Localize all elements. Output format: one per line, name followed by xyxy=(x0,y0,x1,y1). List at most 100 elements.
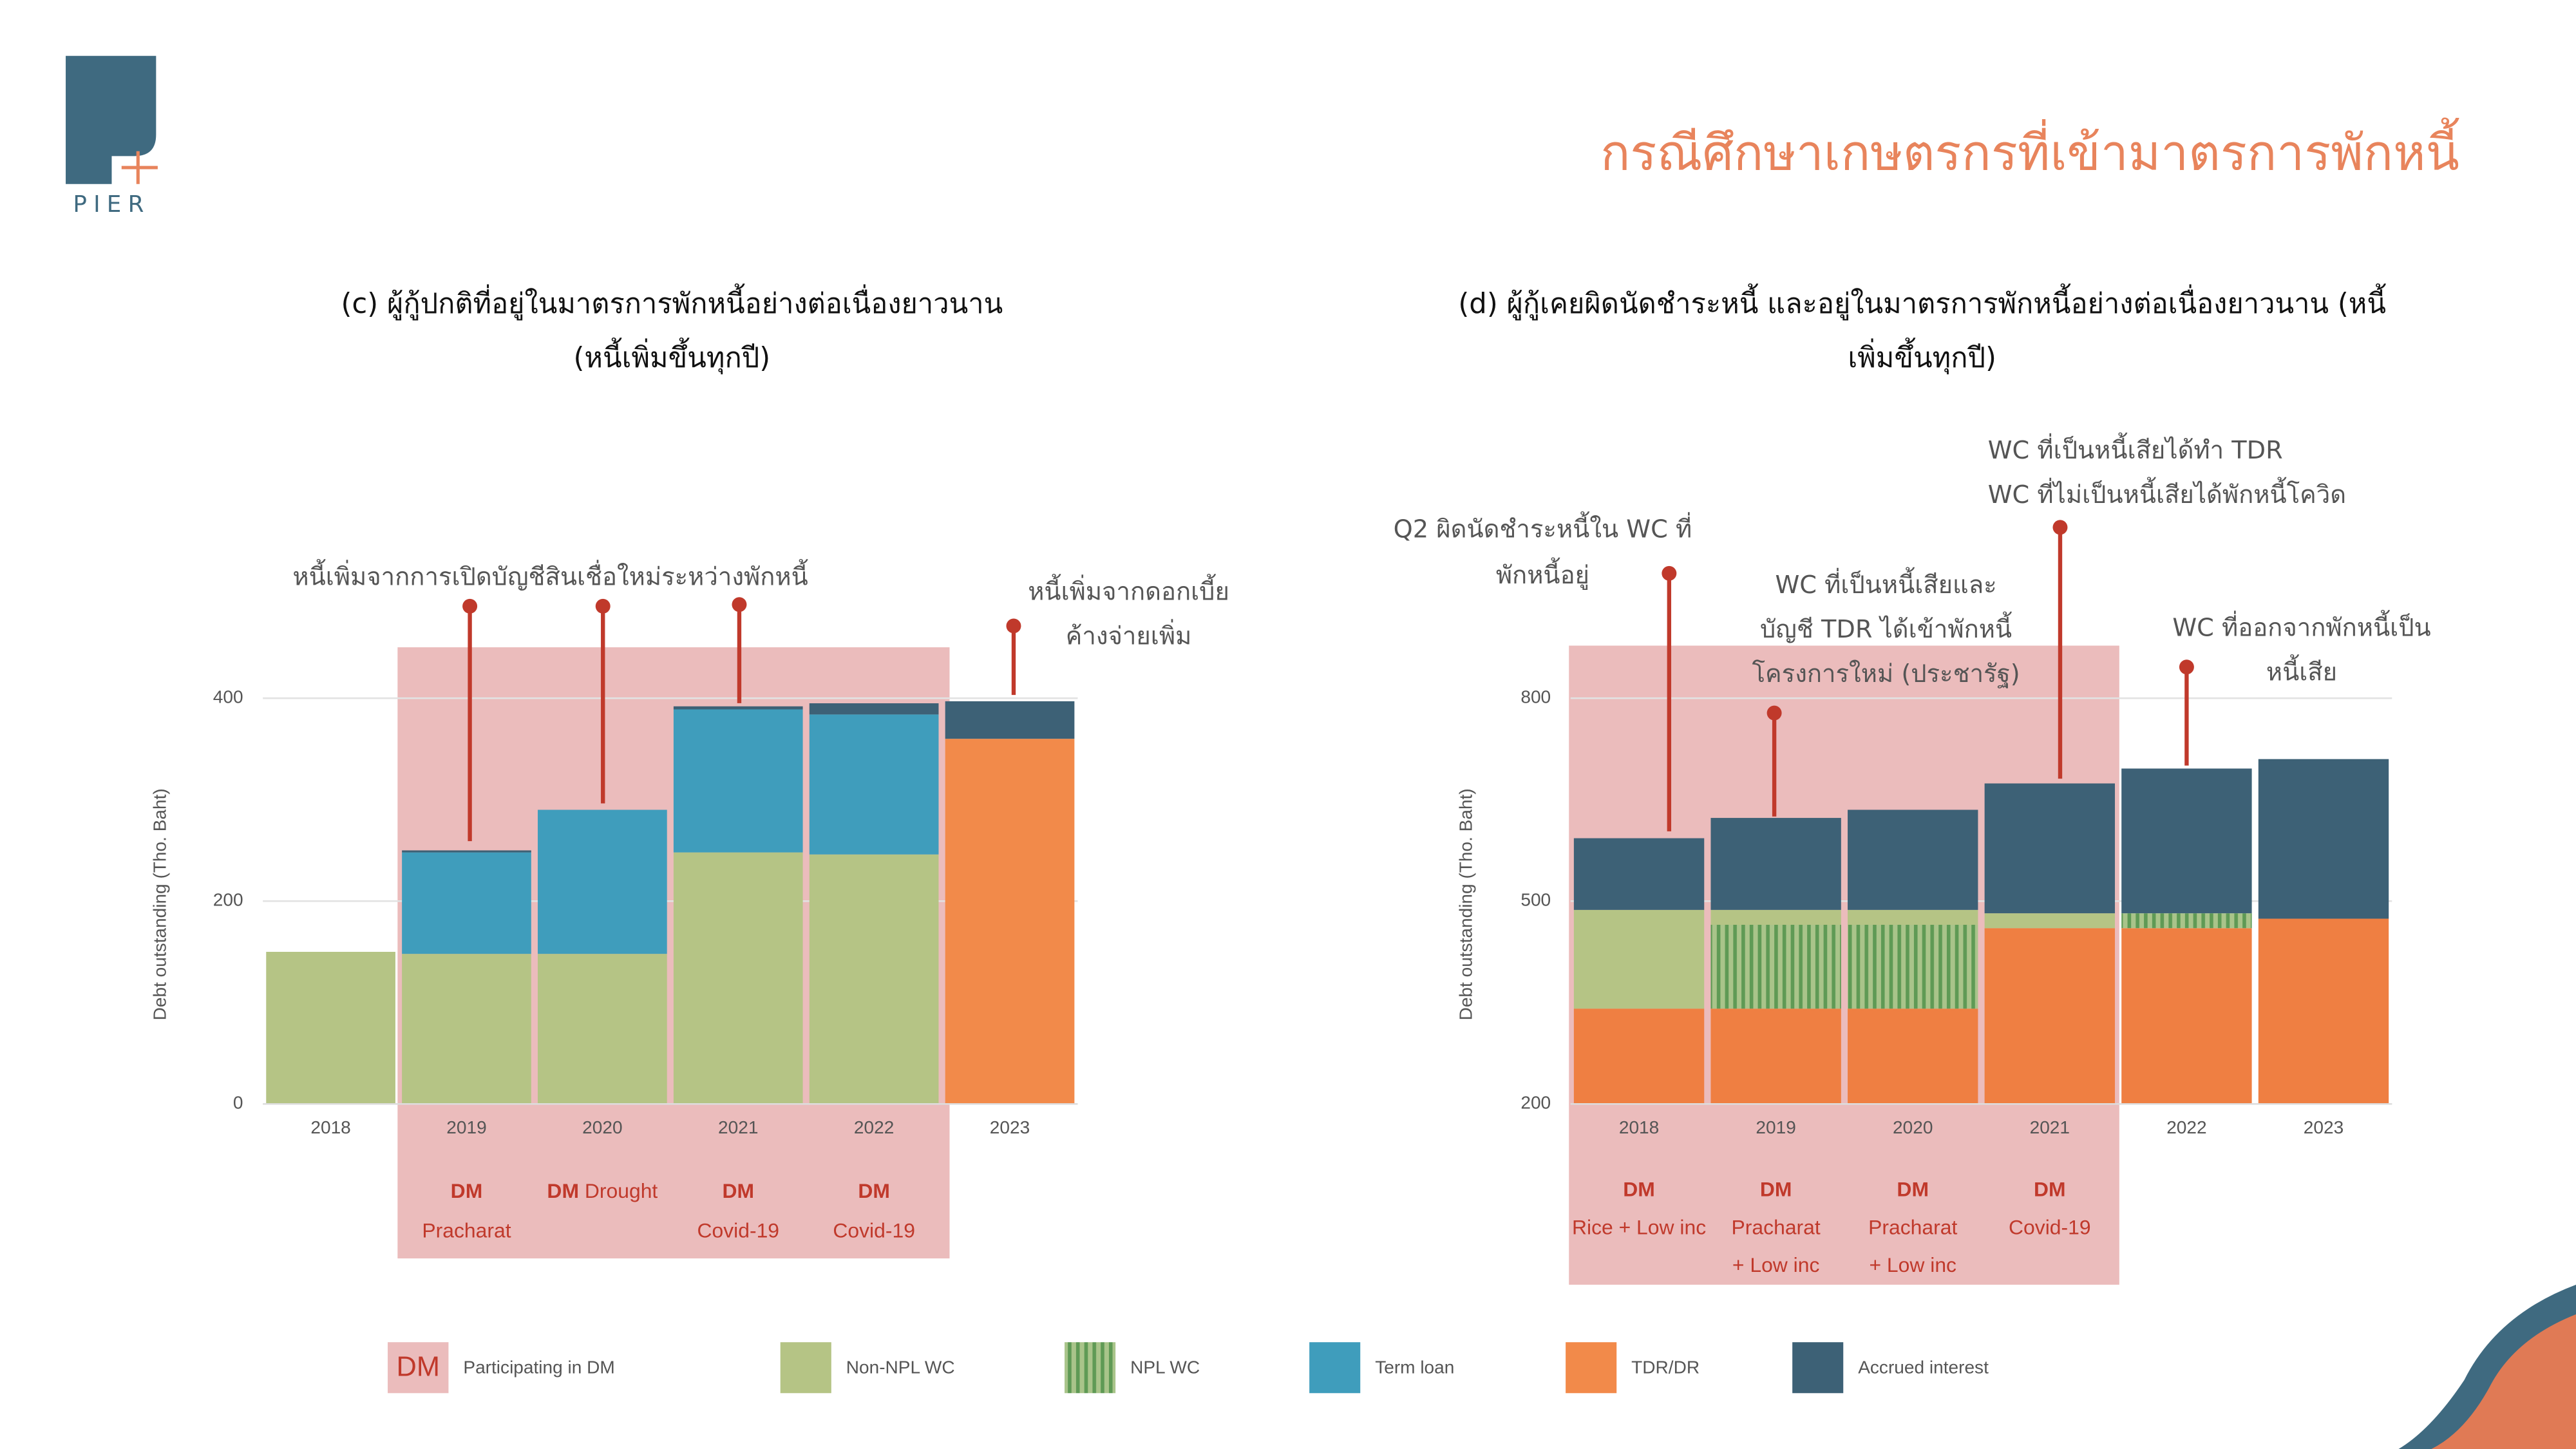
program-label: DM xyxy=(451,1179,483,1202)
bar-segment xyxy=(1848,810,1978,910)
bar-segment xyxy=(1848,909,1978,925)
program-tag: DM xyxy=(547,1179,579,1202)
program-name: Pracharat xyxy=(1732,1216,1821,1239)
chart-title: (หนี้เพิ่มขึ้นทุกปี) xyxy=(574,337,771,375)
legend-tag: DM xyxy=(397,1351,440,1382)
annotation: WC ที่เป็นหนี้เสียและ xyxy=(1775,567,1996,600)
annotation-pin-head xyxy=(1662,565,1677,581)
y-axis-label: Debt outstanding (Tho. Baht) xyxy=(1455,788,1475,1020)
program-name: Pracharat xyxy=(422,1219,511,1242)
legend-swatch xyxy=(1566,1342,1617,1394)
bar-segment xyxy=(673,706,803,710)
bar-segment xyxy=(402,850,531,853)
bar-segment xyxy=(1848,924,1978,1009)
x-tick-label: 2021 xyxy=(718,1117,758,1137)
annotation: หนี้เพิ่มจากดอกเบี้ย xyxy=(1028,573,1229,606)
x-tick-label: 2018 xyxy=(310,1117,350,1137)
program-label: DM Drought xyxy=(547,1179,658,1202)
bar-segment xyxy=(945,739,1075,1104)
annotation: WC ที่เป็นหนี้เสียได้ทำ TDR xyxy=(1988,432,2283,465)
legend-label: Non-NPL WC xyxy=(846,1357,955,1377)
bar-segment xyxy=(2121,928,2252,1104)
x-tick-label: 2023 xyxy=(2304,1117,2344,1137)
x-tick-label: 2023 xyxy=(990,1117,1030,1137)
bar-segment xyxy=(1573,1009,1705,1104)
x-tick-label: 2020 xyxy=(1893,1117,1933,1137)
program-label: DM xyxy=(722,1179,754,1202)
bar-segment xyxy=(2121,768,2252,914)
bar-segment xyxy=(402,954,531,1104)
program-tag: DM xyxy=(722,1179,754,1202)
bar-segment xyxy=(1848,1009,1978,1104)
chart-title: (d) ผู้กู้เคยผิดนัดชำระหนี้ และอยู่ในมาต… xyxy=(1458,283,2386,321)
annotation: WC ที่ออกจากพักหนี้เป็น xyxy=(2172,610,2430,643)
bar-segment xyxy=(809,854,939,1104)
annotation: บัญชี TDR ได้เข้าพักหนี้ xyxy=(1760,611,2012,644)
legend-swatch xyxy=(780,1342,831,1394)
program-tag: DM xyxy=(2034,1178,2066,1201)
bar-segment xyxy=(2258,918,2389,1104)
program-tag: DM xyxy=(1897,1178,1929,1201)
program-name: Covid-19 xyxy=(833,1219,915,1242)
annotation: ค้างจ่ายเพิ่ม xyxy=(1066,618,1192,650)
program-name: Drought xyxy=(585,1179,658,1202)
y-tick-label: 0 xyxy=(233,1093,243,1113)
bar-segment xyxy=(1984,783,2116,914)
annotation: พักหนี้อยู่ xyxy=(1496,557,1589,590)
annotation-pin-head xyxy=(732,597,747,612)
bar-segment xyxy=(1984,928,2116,1104)
program-name: Pracharat xyxy=(1868,1216,1957,1239)
chart-title: (c) ผู้กู้ปกติที่อยู่ในมาตรการพักหนี้อย่… xyxy=(341,283,1003,321)
x-tick-label: 2019 xyxy=(1756,1117,1795,1137)
corner-decoration xyxy=(2431,1314,2576,1449)
annotation-pin-head xyxy=(1006,618,1021,634)
legend-label: Accrued interest xyxy=(1858,1357,1989,1377)
bar-segment xyxy=(402,852,531,954)
y-tick-label: 800 xyxy=(1520,687,1551,707)
page-title: กรณีศึกษาเกษตรกรที่เข้ามาตรการพักหนี้ xyxy=(1600,117,2459,182)
bar-segment xyxy=(538,810,667,954)
program-label: DM xyxy=(2034,1178,2066,1201)
program-tag: DM xyxy=(1760,1178,1792,1201)
program-label: DM xyxy=(1760,1178,1792,1201)
legend-swatch xyxy=(1309,1342,1361,1394)
bar-segment xyxy=(1710,1009,1841,1104)
program-label: DM xyxy=(858,1179,890,1202)
annotation: หนี้เพิ่มจากการเปิดบัญชีสินเชื่อใหม่ระหว… xyxy=(292,558,808,591)
x-tick-label: 2019 xyxy=(446,1117,486,1137)
program-tag: DM xyxy=(1623,1178,1655,1201)
bar-segment xyxy=(2121,913,2252,929)
y-tick-label: 500 xyxy=(1520,890,1551,910)
bar-segment xyxy=(1710,924,1841,1009)
legend-swatch xyxy=(1792,1342,1844,1394)
bar-segment xyxy=(945,701,1075,739)
program-name: Covid-19 xyxy=(2009,1216,2091,1239)
chart-title: เพิ่มขึ้นทุกปี) xyxy=(1848,337,1996,375)
bar-segment xyxy=(809,714,939,855)
annotation-pin-head xyxy=(1766,705,1782,721)
legend-label: Participating in DM xyxy=(463,1357,614,1377)
program-tag: DM xyxy=(451,1179,483,1202)
legend-swatch xyxy=(1065,1342,1116,1394)
legend-swatch xyxy=(388,1342,449,1394)
legend-label: NPL WC xyxy=(1130,1357,1200,1377)
program-label: DM xyxy=(1623,1178,1655,1201)
x-tick-label: 2022 xyxy=(854,1117,894,1137)
program-name: + Low inc xyxy=(1869,1253,1956,1276)
legend-label: Term loan xyxy=(1375,1357,1454,1377)
x-tick-label: 2022 xyxy=(2166,1117,2206,1137)
annotation-pin-head xyxy=(595,598,611,614)
annotation-pin-head xyxy=(2179,659,2194,675)
bar-segment xyxy=(809,703,939,715)
bar-segment xyxy=(1710,909,1841,925)
y-tick-label: 200 xyxy=(1520,1093,1551,1113)
bar-segment xyxy=(2258,759,2389,919)
program-name: Rice + Low inc xyxy=(1572,1216,1706,1239)
bar-segment xyxy=(266,951,395,1104)
bar-segment xyxy=(1710,818,1841,910)
x-tick-label: 2020 xyxy=(582,1117,622,1137)
annotation-pin-head xyxy=(462,598,478,614)
bar-segment xyxy=(1573,909,1705,1009)
